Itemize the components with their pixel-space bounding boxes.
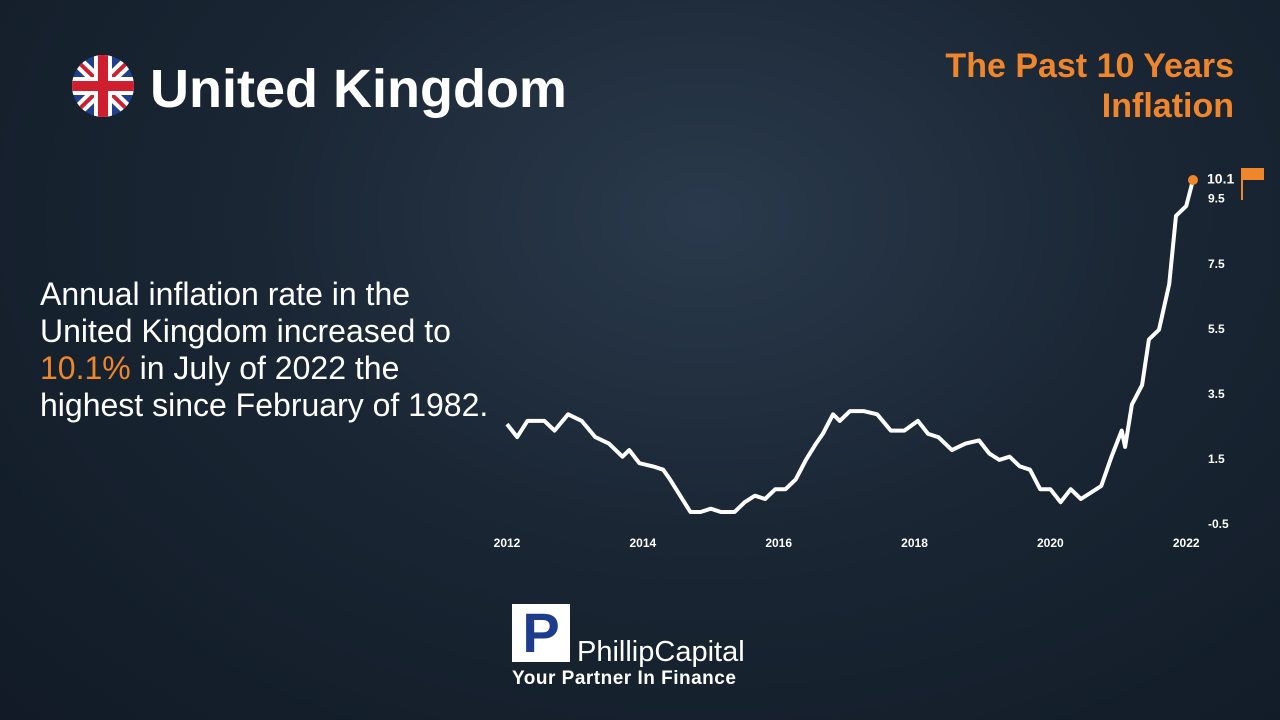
logo-letter: P — [522, 601, 560, 664]
x-tick-label: 2012 — [494, 536, 521, 550]
x-tick-label: 2016 — [765, 536, 792, 550]
description-text: Annual inflation rate in the United King… — [40, 276, 451, 349]
y-tick-label: 5.5 — [1208, 322, 1225, 336]
y-tick-label: 9.5 — [1208, 192, 1225, 206]
x-tick-label: 2020 — [1037, 536, 1064, 550]
x-tick-label: 2022 — [1173, 536, 1200, 550]
logo-name: PhillipCapital — [577, 636, 745, 668]
y-tick-label: 7.5 — [1208, 257, 1225, 271]
line — [505, 179, 1195, 514]
y-tick-label: 3.5 — [1208, 387, 1225, 401]
title: United Kingdom — [150, 59, 567, 119]
highlight: 10.1% — [40, 350, 131, 386]
flag-icon — [1241, 168, 1264, 200]
last-value-label: 10.1 — [1207, 171, 1234, 187]
description-text: in July of 2022 the highest since Februa… — [40, 350, 489, 423]
y-tick-label: 1.5 — [1208, 452, 1225, 466]
last-point — [1188, 175, 1198, 186]
subtitle: The Past 10 Years Inflation — [945, 47, 1234, 125]
logo-box: P — [512, 604, 570, 662]
description: Annual inflation rate in the United King… — [40, 276, 490, 424]
logo-tagline: Your Partner In Finance — [512, 668, 737, 689]
uk-flag — [72, 55, 134, 117]
x-tick-label: 2014 — [629, 536, 656, 550]
y-tick-label: -0.5 — [1208, 517, 1229, 531]
x-tick-label: 2018 — [901, 536, 928, 550]
